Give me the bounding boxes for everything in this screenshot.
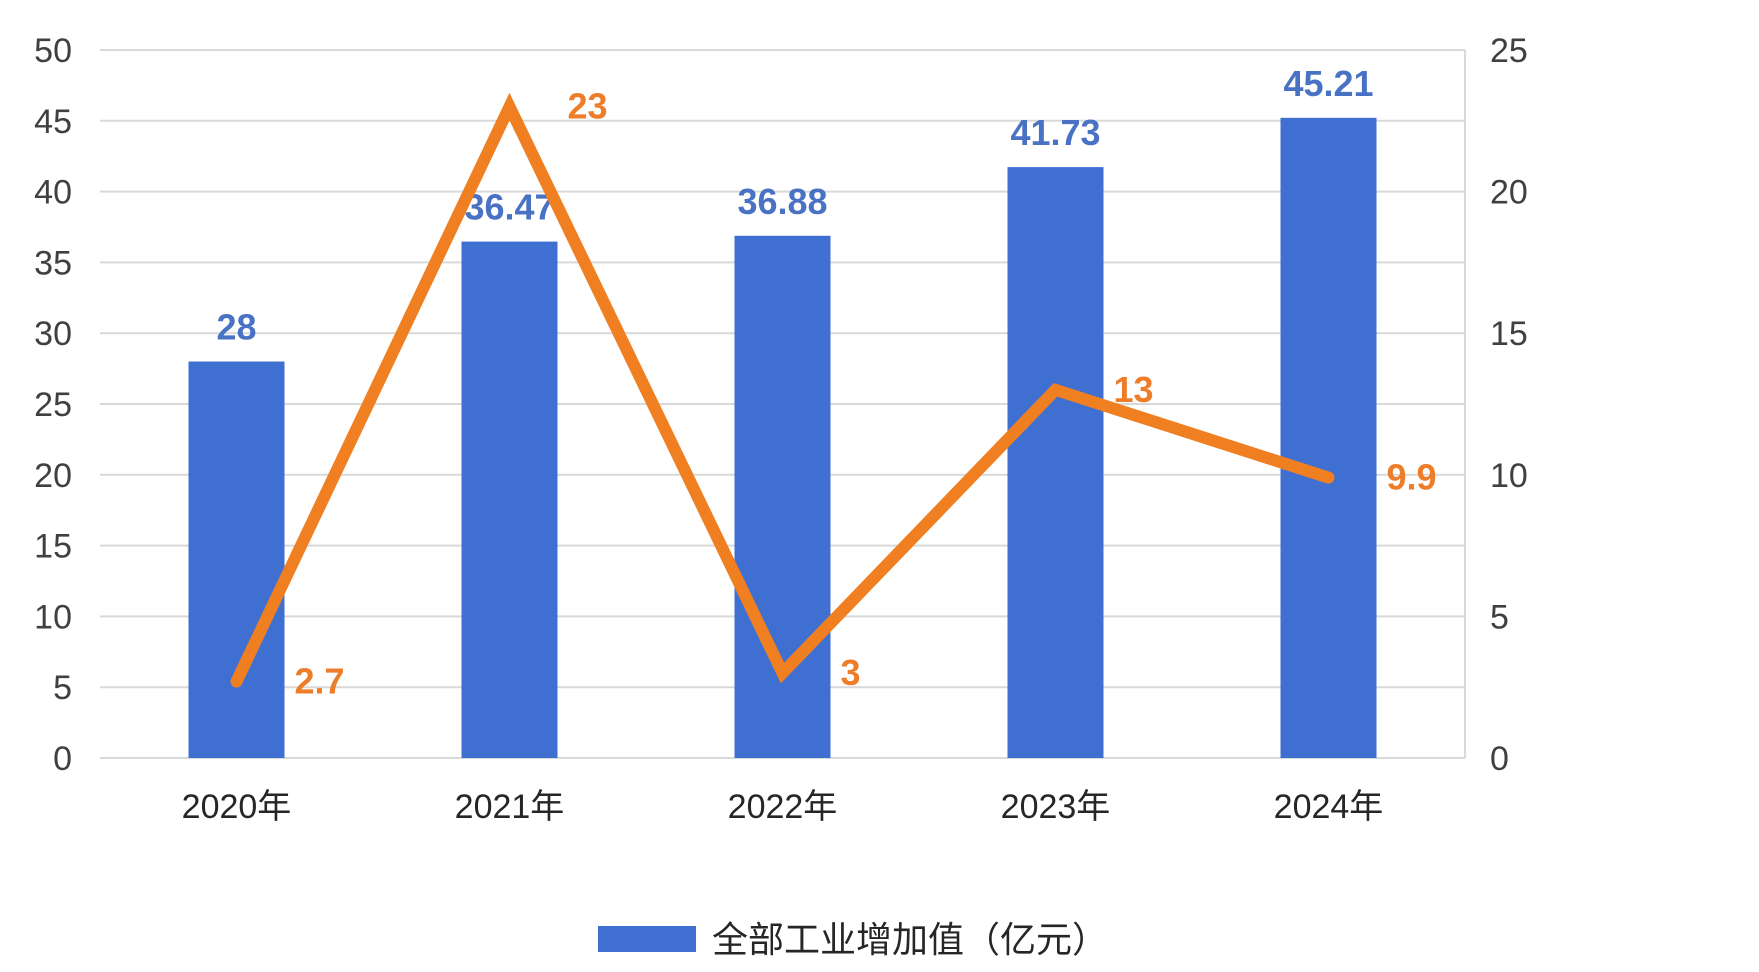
category-label: 2022年 [728,788,838,826]
legend: 全部工业增加值（亿元） [598,919,1108,960]
left-axis-ticks: 0 5 10 15 20 25 30 35 40 45 50 [34,32,72,778]
left-tick-label: 45 [34,103,72,141]
left-tick-label: 30 [34,315,72,353]
line-data-label: 3 [841,652,861,693]
right-axis-ticks: 0 5 10 15 20 25 [1490,32,1528,778]
category-label: 2021年 [455,788,565,826]
right-tick-label: 5 [1490,598,1509,636]
left-tick-label: 40 [34,174,72,212]
x-axis-categories: 2020年 2021年 2022年 2023年 2024年 [182,788,1384,826]
left-tick-label: 20 [34,457,72,495]
category-label: 2020年 [182,788,292,826]
bar-series [188,117,1377,759]
line-data-labels: 2.7 23 3 13 9.9 [295,86,1437,702]
bar [1007,167,1104,758]
right-tick-label: 25 [1490,32,1528,70]
bar-data-label: 45.21 [1283,63,1373,104]
line-point [781,672,784,675]
bar-data-label: 36.88 [737,181,827,222]
category-label: 2024年 [1274,788,1384,826]
line-point [508,105,511,108]
bar [461,241,558,759]
left-tick-label: 5 [53,669,72,707]
left-tick-label: 35 [34,244,72,282]
line-data-label: 13 [1114,369,1154,410]
bar-data-label: 41.73 [1010,112,1100,153]
line-series [230,92,1335,688]
left-tick-label: 50 [34,32,72,70]
line-data-label: 2.7 [295,661,345,702]
bar [188,361,285,758]
left-tick-label: 25 [34,386,72,424]
line-data-label: 23 [568,86,608,127]
line-point [1327,476,1330,479]
bar-data-label: 28 [216,307,256,348]
legend-swatch-bar [598,926,696,952]
bar [1280,117,1377,758]
left-tick-label: 10 [34,598,72,636]
left-tick-label: 0 [53,740,72,778]
line-point [1054,388,1057,391]
legend-label-bar: 全部工业增加值（亿元） [712,919,1108,960]
right-tick-label: 15 [1490,315,1528,353]
left-tick-label: 15 [34,528,72,566]
bar-data-labels: 28 36.47 36.88 41.73 45.21 [216,63,1373,348]
line-data-label: 9.9 [1387,457,1437,498]
category-label: 2023年 [1001,788,1111,826]
line-point [235,680,238,683]
bar-data-label: 36.47 [464,187,554,228]
right-tick-label: 0 [1490,740,1509,778]
right-tick-label: 20 [1490,174,1528,212]
right-tick-label: 10 [1490,457,1528,495]
